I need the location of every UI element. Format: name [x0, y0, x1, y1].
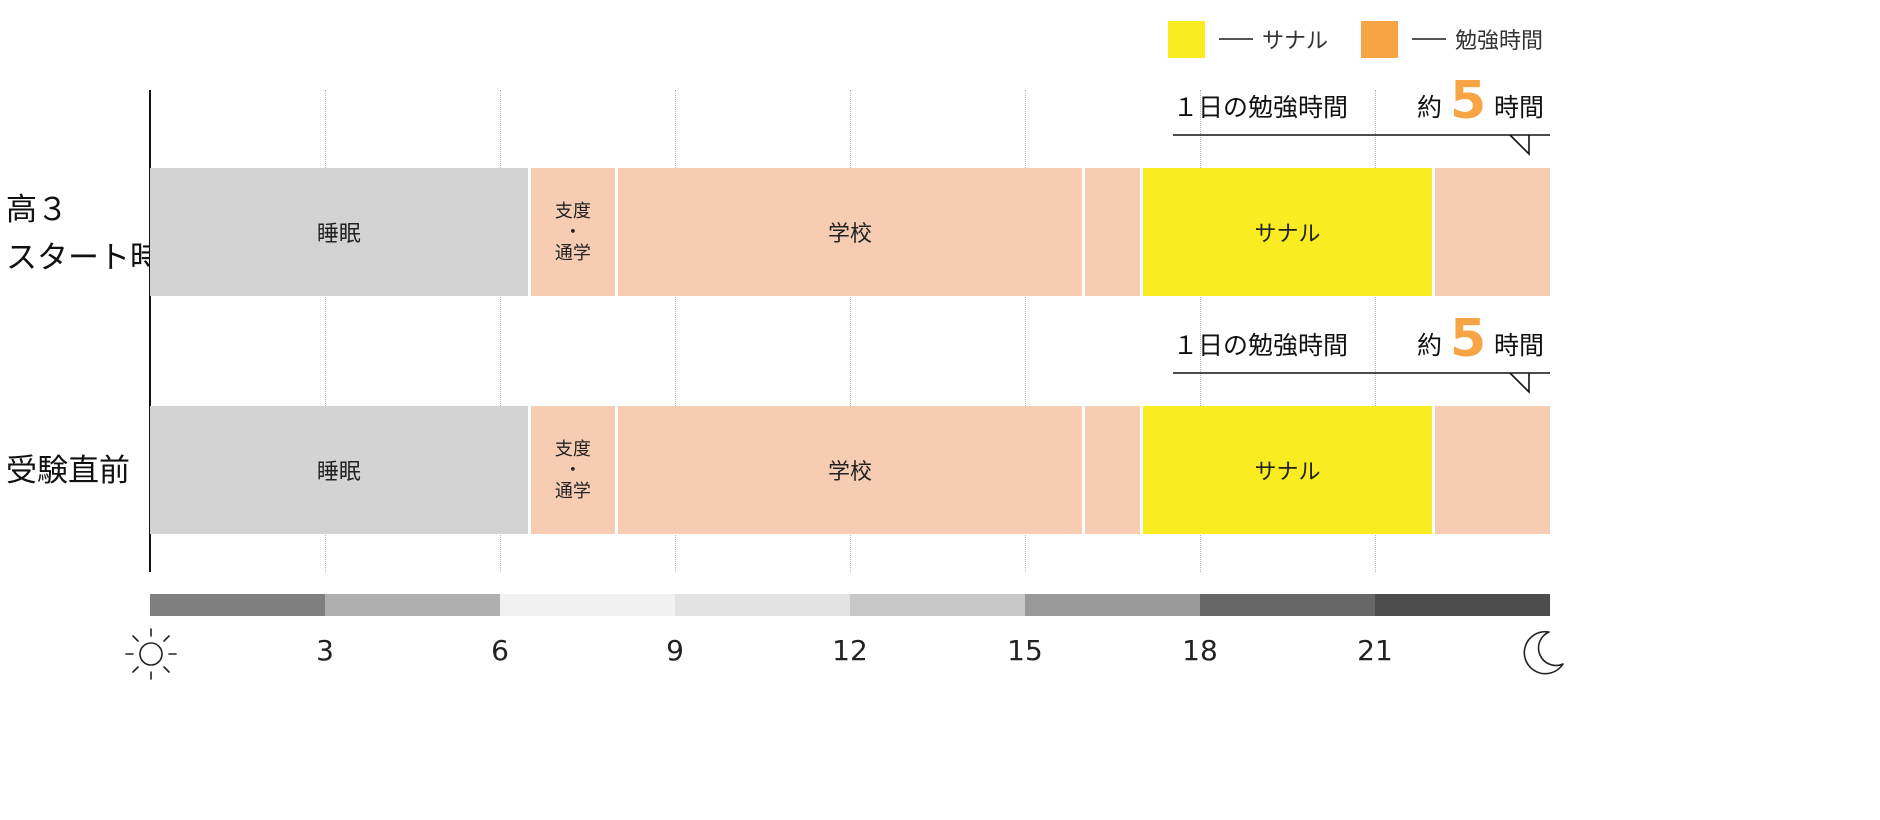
callout-title: １日の勉強時間: [1173, 331, 1349, 360]
hour-tick-label: 21: [1357, 634, 1393, 667]
segment-label-line: ・: [563, 459, 582, 481]
schedule-segment-other: 支度・通学: [530, 406, 616, 534]
schedule-segment-sanaru: サナル: [1143, 406, 1432, 534]
time-band-block: [325, 594, 500, 616]
time-band-block: [1200, 594, 1375, 616]
callout-pointer-line: [1173, 134, 1550, 156]
schedule-segment-other: [1434, 168, 1550, 296]
row-label-before-exam: 受験直前: [6, 447, 130, 495]
schedule-segment-other: 学校: [618, 168, 1082, 296]
row-label-line: 高３: [6, 192, 68, 228]
callout-unit: 時間: [1494, 93, 1545, 122]
legend-label-sanaru: サナル: [1262, 29, 1329, 54]
callout-unit: 時間: [1494, 331, 1545, 360]
time-band-block: [675, 594, 850, 616]
segment-label-line: ・: [563, 221, 582, 243]
gridline-18: [1200, 90, 1201, 572]
legend-item-sanaru: サナル: [1168, 20, 1328, 58]
hour-tick-label: 15: [1007, 634, 1043, 667]
callout-title: １日の勉強時間: [1173, 93, 1349, 122]
time-band-block: [500, 594, 675, 616]
schedule-segment-other: 支度・通学: [530, 168, 616, 296]
hour-tick-label: 18: [1182, 634, 1218, 667]
schedule-segment-other: [1084, 406, 1141, 534]
sun-icon: [125, 628, 177, 680]
time-band-block: [850, 594, 1025, 616]
legend-dash: [1219, 38, 1253, 40]
row-label-line: 受験直前: [6, 453, 130, 489]
time-band-block: [150, 594, 325, 616]
gridline-9: [675, 90, 676, 572]
legend-swatch-study-time: [1361, 20, 1398, 58]
legend-label-study-time: 勉強時間: [1455, 29, 1544, 54]
legend-item-study-time: 勉強時間: [1361, 20, 1543, 58]
callout-approx: 約: [1417, 93, 1443, 122]
segment-label: 学校: [827, 460, 872, 485]
segment-label-line: 通学: [554, 480, 591, 502]
segment-label: サナル: [1254, 222, 1321, 247]
segment-label-line: 通学: [554, 242, 591, 264]
daily-schedule-diagram: サナル 勉強時間 高３ スタート時 受験直前 １日の勉強時間 約 5 時間 １日…: [6, 20, 1564, 680]
time-band-block: [1375, 594, 1550, 616]
segment-label: 睡眠: [316, 222, 361, 247]
gridline-21: [1375, 90, 1376, 572]
hour-tick-label: 12: [832, 634, 868, 667]
schedule-segment-other: [1434, 406, 1550, 534]
legend-swatch-sanaru: [1168, 20, 1205, 58]
moon-icon: [1523, 630, 1564, 675]
callout-study-hours: 5: [1450, 71, 1487, 131]
legend-dash: [1412, 38, 1446, 40]
time-band-block: [1025, 594, 1200, 616]
hour-tick-label: 3: [316, 634, 334, 667]
callout-pointer-line: [1173, 372, 1550, 394]
schedule-segment-sleep: 睡眠: [150, 168, 528, 296]
callout-study-hours: 5: [1450, 309, 1487, 369]
segment-label-line: 支度: [554, 438, 591, 460]
schedule-segment-sleep: 睡眠: [150, 406, 528, 534]
vertical-axis-line: [149, 90, 151, 572]
callout-approx: 約: [1417, 331, 1443, 360]
row-label-line: スタート時: [6, 240, 161, 276]
schedule-segment-sanaru: サナル: [1143, 168, 1432, 296]
schedule-segment-other: [1084, 168, 1141, 296]
segment-label: 睡眠: [316, 460, 361, 485]
segment-label: 学校: [827, 222, 872, 247]
gridline-3: [325, 90, 326, 572]
gridline-15: [1025, 90, 1026, 572]
segment-label-line: 支度: [554, 200, 591, 222]
gridline-12: [850, 90, 851, 572]
hour-tick-label: 6: [491, 634, 509, 667]
row-label-start-of-year: 高３ スタート時: [6, 186, 161, 282]
schedule-segment-other: 学校: [618, 406, 1082, 534]
hour-tick-label: 9: [666, 634, 684, 667]
segment-label: サナル: [1254, 460, 1321, 485]
gridline-6: [500, 90, 501, 572]
